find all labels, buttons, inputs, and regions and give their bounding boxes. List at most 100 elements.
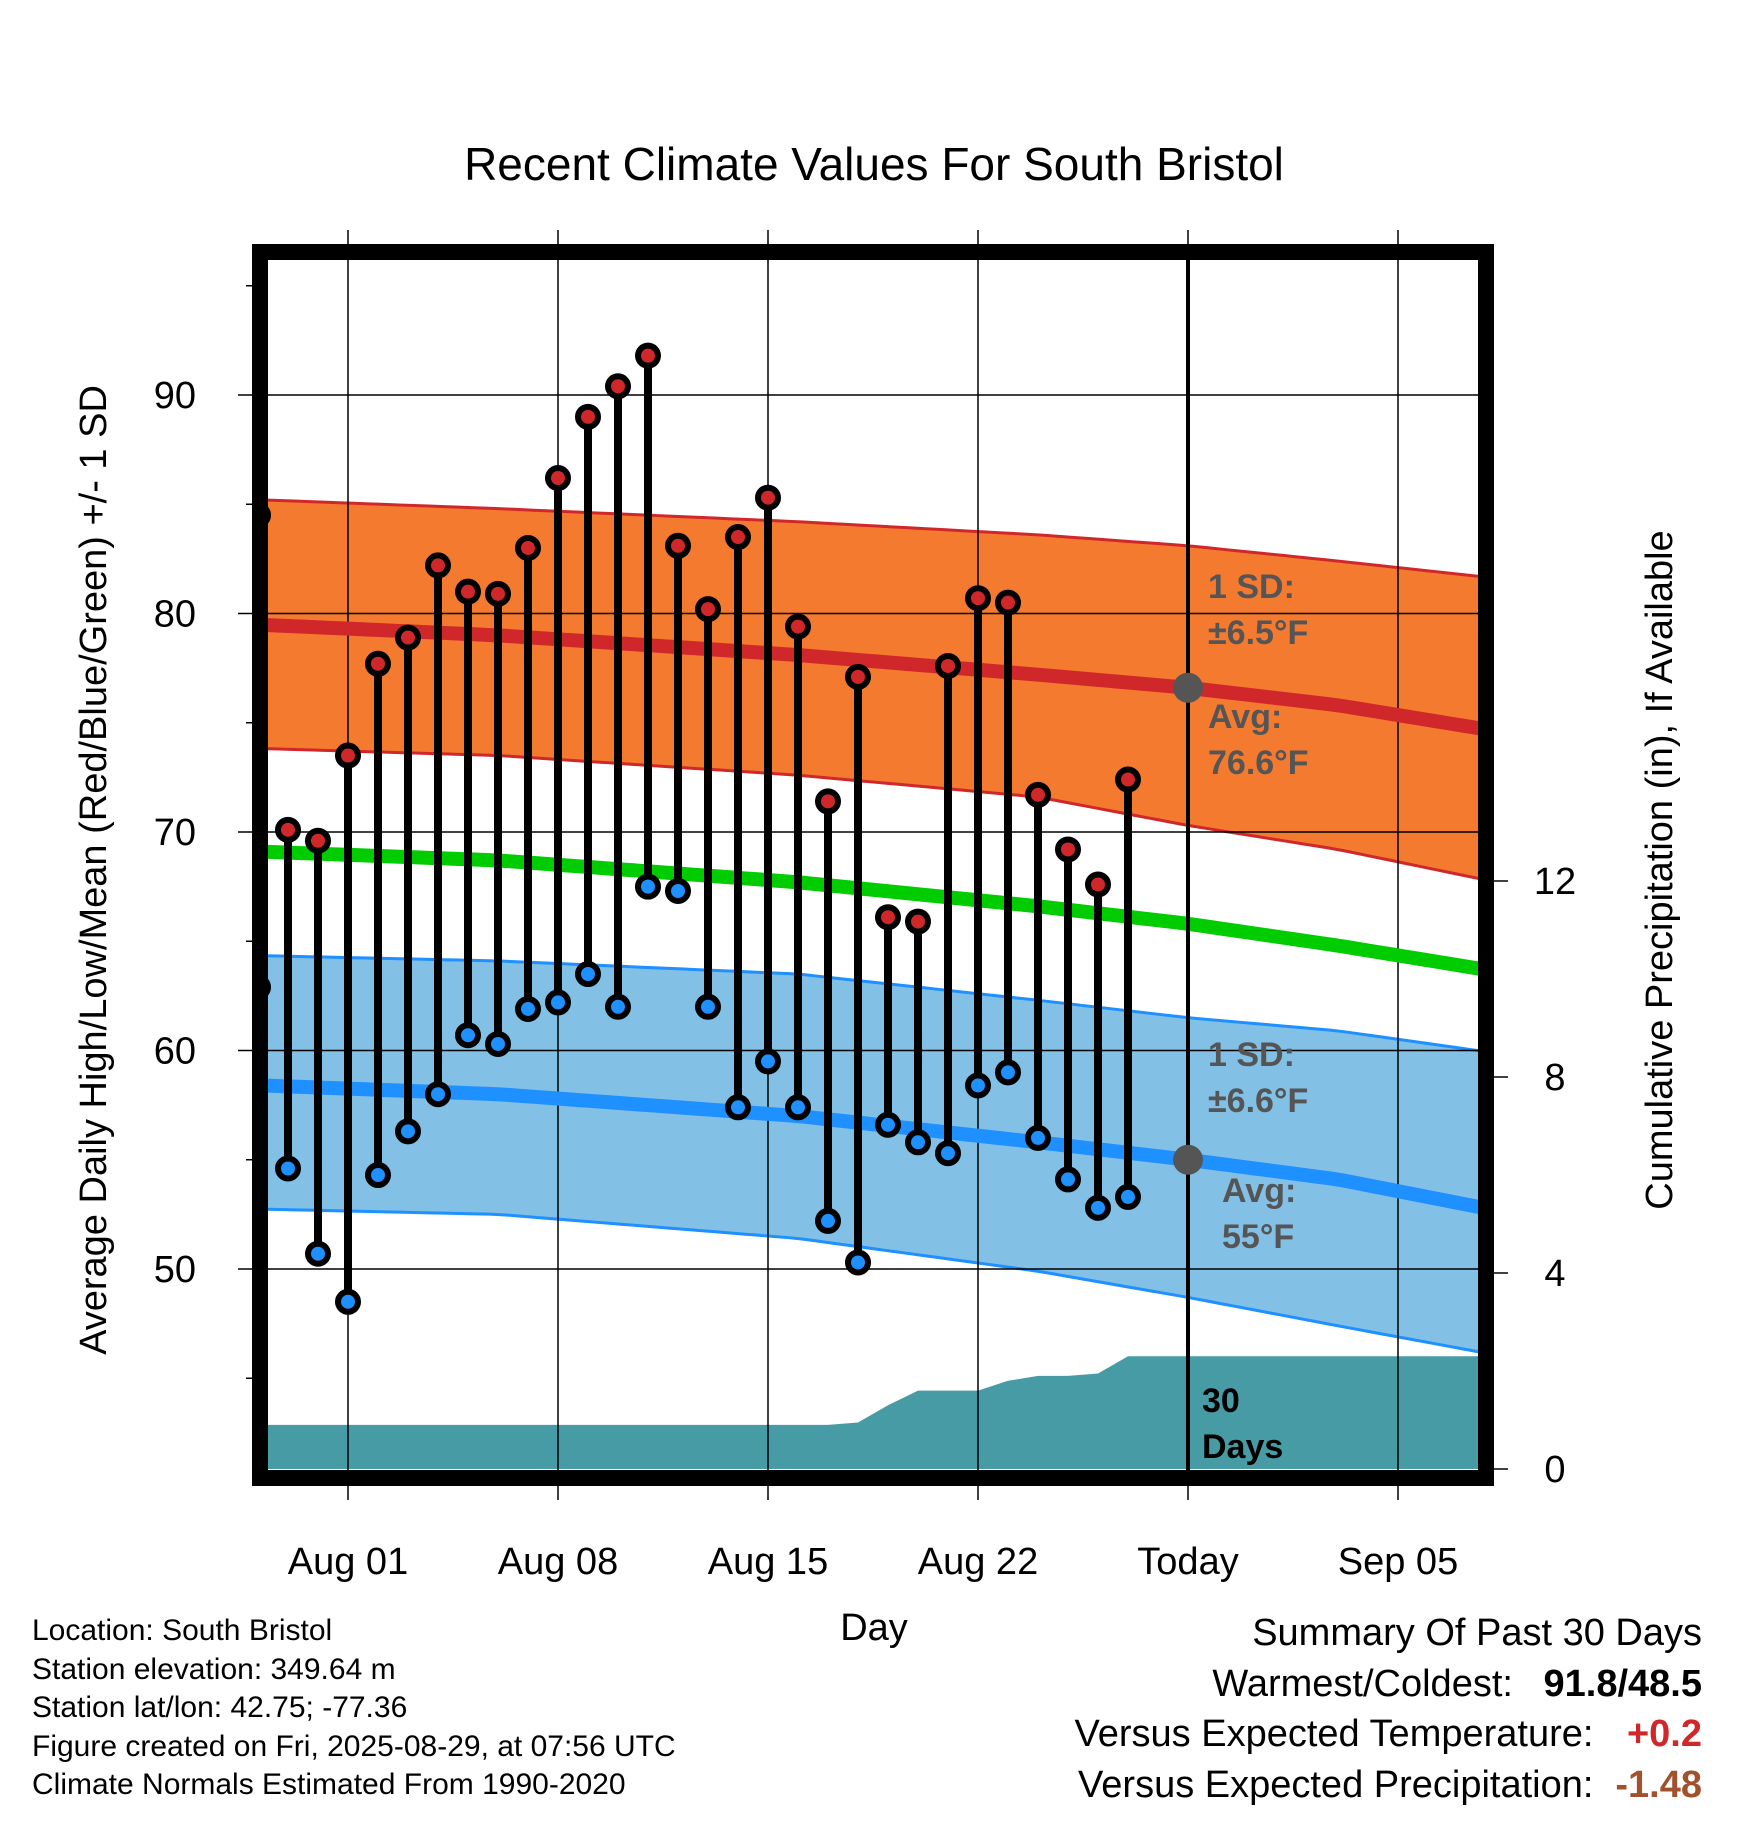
normal-marker [1173,1144,1203,1175]
daily-high-point [935,652,961,679]
temp-value: +0.2 [1626,1713,1702,1755]
daily-low-point [425,1081,451,1108]
x-tick-label: Aug 22 [918,1541,1038,1583]
y2-axis-label: Cumulative Precipitation (in), If Availa… [1639,530,1681,1209]
y-tick-label: 70 [154,812,196,854]
daily-high-point [815,788,841,815]
low-sd-band [268,955,1478,1352]
daily-low-point [575,961,601,988]
normals-text: Climate Normals Estimated From 1990-2020 [32,1768,626,1802]
x-tick-label: Aug 01 [288,1541,408,1583]
daily-low-point [1055,1166,1081,1193]
daily-low-point [935,1140,961,1167]
y-axis-label: Average Daily High/Low/Mean (Red/Blue/Gr… [73,385,115,1355]
daily-high-point [665,532,691,559]
daily-high-point [965,585,991,612]
summary-temp: Versus Expected Temperature: +0.2 [1075,1709,1702,1760]
y2-tick-label: 8 [1544,1057,1565,1099]
normal-marker [1173,672,1203,703]
x-tick-label: Aug 15 [708,1541,828,1583]
daily-high-point [485,580,511,607]
precip-value: -1.48 [1615,1763,1702,1806]
warm-cold-value: 91.8/48.5 [1543,1662,1702,1705]
daily-high-point [1085,871,1111,898]
daily-low-point [1148,0,1168,10]
precipitation-area [268,1356,1478,1469]
daily-high-point [845,663,871,690]
high-avg-value: 76.6°F [1208,744,1309,782]
normal-high-line [268,618,1478,736]
daily-high-point [605,373,631,400]
normal-mean-line [268,844,1478,976]
daily-high-point [515,534,541,561]
daily-high-point [875,904,901,931]
daily-high-point [785,613,811,640]
x-tick-label: Aug 08 [498,1541,618,1583]
daily-high-point [635,342,661,369]
y2-tick-label: 0 [1544,1449,1565,1491]
daily-low-point [665,877,691,904]
daily-low-point [335,1288,361,1315]
daily-low-point [1085,1194,1111,1221]
plot-frame [252,244,1494,1486]
created-text: Figure created on Fri, 2025-08-29, at 07… [32,1729,676,1763]
daily-low-point [275,1155,301,1182]
y-tick-label: 60 [154,1031,196,1073]
daily-low-point [485,1030,511,1057]
daily-high-point [1055,836,1081,863]
daily-low-point [845,1249,871,1276]
daily-high-point [695,596,721,623]
daily-low-point [605,993,631,1020]
period-label-line1: 30 [1202,1382,1240,1420]
x-tick-label: Sep 05 [1338,1541,1458,1583]
high-avg-label: Avg: [1208,698,1282,736]
daily-low-point [815,1207,841,1234]
daily-high-point [995,589,1021,616]
daily-high-point [395,624,421,651]
precip-label: Versus Expected Precipitation: [1078,1763,1594,1806]
daily-high-point [905,908,931,935]
daily-high-point [305,827,331,854]
warm-cold-label: Warmest/Coldest: [1212,1662,1513,1705]
daily-low-point [1025,1124,1051,1151]
daily-low-point [725,1094,751,1121]
x-axis-label: Day [840,1607,908,1649]
daily-low-point [785,1094,811,1121]
high-sd-band [268,500,1478,879]
daily-low-point [635,873,661,900]
x-tick-label: Today [1137,1541,1238,1583]
low-band-upper-edge [268,954,1478,1053]
y2-tick-label: 12 [1534,861,1576,903]
daily-high-point [275,816,301,843]
daily-high-point [455,578,481,605]
daily-low-point [695,993,721,1020]
daily-high-point [1025,781,1051,808]
station-info: Location: South Bristol Station elevatio… [32,1612,676,1805]
daily-low-point [755,1048,781,1075]
temp-label: Versus Expected Temperature: [1074,1713,1594,1755]
daily-high-point [365,650,391,677]
daily-high-point [545,465,571,492]
daily-low-point [1115,1183,1141,1210]
location-text: Location: South Bristol [32,1614,333,1647]
daily-low-point [515,995,541,1022]
chart-title: Recent Climate Values For South Bristol [464,138,1284,190]
daily-high-point [1148,0,1168,10]
summary-title: Summary Of Past 30 Days [1252,1612,1702,1654]
summary-panel: Summary Of Past 30 Days Warmest/Coldest:… [1075,1608,1702,1810]
low-avg-value: 55°F [1222,1218,1294,1256]
y-tick-label: 90 [154,375,196,417]
low-band-lower-edge [268,1207,1478,1354]
daily-low-point [965,1072,991,1099]
summary-precip: Versus Expected Precipitation: -1.48 [1075,1760,1702,1811]
daily-low-point [995,1059,1021,1086]
low-sd-value: ±6.6°F [1208,1082,1308,1120]
high-sd-value: ±6.5°F [1208,614,1308,652]
daily-low-point [905,1129,931,1156]
daily-low-point [455,1022,481,1049]
elevation-text: Station elevation: 349.64 m [32,1652,396,1686]
low-sd-label: 1 SD: [1208,1036,1295,1074]
y2-tick-label: 4 [1544,1253,1565,1295]
y-tick-label: 50 [154,1249,196,1291]
